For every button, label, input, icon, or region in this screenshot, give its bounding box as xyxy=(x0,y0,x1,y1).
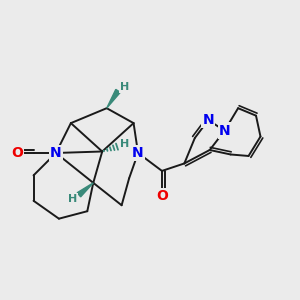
Text: O: O xyxy=(156,189,168,203)
Text: H: H xyxy=(120,139,129,149)
Text: N: N xyxy=(219,124,230,138)
Text: N: N xyxy=(132,146,144,160)
Polygon shape xyxy=(107,89,120,108)
Text: H: H xyxy=(68,194,78,204)
Text: H: H xyxy=(120,82,129,92)
Text: N: N xyxy=(202,113,214,127)
Text: O: O xyxy=(11,146,23,160)
Text: N: N xyxy=(50,146,62,160)
Polygon shape xyxy=(77,183,93,197)
